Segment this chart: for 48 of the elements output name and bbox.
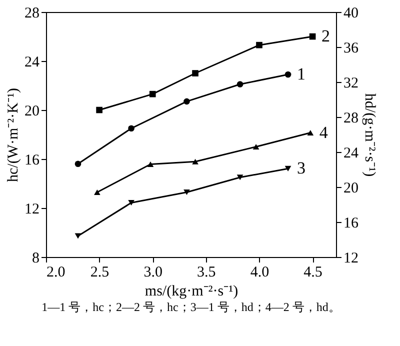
- x-tick-label: 3.5: [197, 264, 216, 280]
- y2-tick-label: 32: [344, 76, 358, 92]
- point: [307, 130, 314, 136]
- y-tick-label: 16: [24, 152, 40, 168]
- point: [256, 42, 262, 48]
- point: [252, 144, 260, 150]
- x-tick-label: 3.0: [144, 264, 162, 280]
- y-axis-title: hc/(W·m⁻²·K⁻¹): [6, 88, 22, 182]
- y-tick-label: 28: [24, 6, 40, 22]
- text: 1—1 号，hc；2—2 号，hc；3—1 号，hd；4—2 号，hd。: [42, 300, 340, 314]
- y2-tick-label: 40: [344, 6, 358, 22]
- point: [94, 190, 100, 195]
- y2-axis-title: hd/(g·m⁻²·s⁻¹): [362, 93, 378, 177]
- point: [284, 71, 292, 78]
- point: [184, 98, 190, 105]
- point: [96, 106, 102, 114]
- point: [309, 33, 316, 40]
- point: [74, 233, 82, 239]
- y2-tick-label: 16: [344, 216, 359, 232]
- x-tick-label: 4.5: [304, 264, 322, 280]
- x-tick-label: 4.0: [250, 264, 270, 280]
- point: [284, 166, 292, 172]
- point: [184, 190, 190, 195]
- y-tick-label: 12: [24, 202, 40, 218]
- point: [128, 125, 134, 132]
- y2-tick-label: 24: [344, 146, 359, 162]
- y-tick-label: 8: [32, 250, 40, 266]
- point: [147, 162, 154, 167]
- point: [236, 81, 244, 88]
- series-label: 1: [297, 64, 306, 84]
- y2-tick-label: 12: [344, 250, 358, 266]
- y2-tick-label: 28: [344, 110, 358, 126]
- x-tick-label: 2.5: [90, 264, 110, 280]
- x-tick-label: 2.0: [46, 264, 66, 280]
- series-label: 2: [322, 26, 330, 46]
- x-axis-title: ms/(kg·m⁻²·s⁻¹): [144, 284, 238, 300]
- point: [74, 160, 82, 168]
- point: [192, 158, 198, 164]
- point: [192, 70, 198, 76]
- y-tick-label: 24: [24, 54, 40, 70]
- point: [128, 200, 134, 206]
- y-tick-label: 20: [24, 104, 40, 120]
- point: [149, 90, 156, 98]
- point: [236, 174, 244, 180]
- series-label: 4: [319, 122, 328, 142]
- y2-tick-label: 20: [344, 180, 358, 196]
- series-label: 3: [297, 158, 306, 178]
- y2-tick-label: 36: [344, 40, 359, 56]
